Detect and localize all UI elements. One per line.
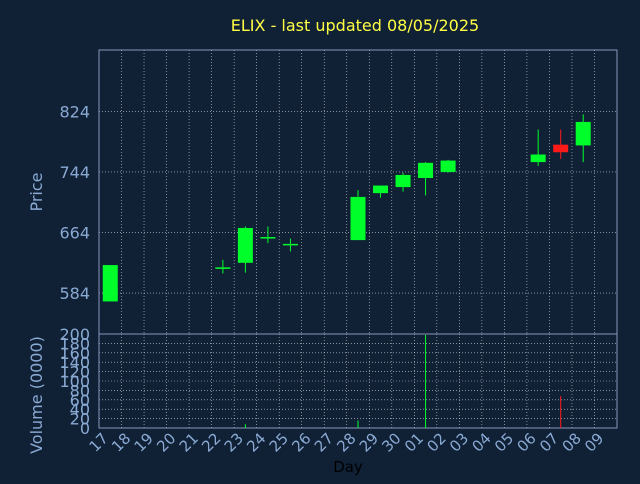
candle-body <box>260 237 276 239</box>
candle-body <box>237 227 253 263</box>
candle-body <box>282 243 298 246</box>
volume-tick-label: 120 <box>59 363 90 382</box>
candle-body <box>350 196 366 241</box>
volume-tick-label: 160 <box>59 344 90 363</box>
candle-body <box>395 174 411 188</box>
volume-tick-label: 200 <box>59 325 90 344</box>
volume-tick-label: 140 <box>59 353 90 372</box>
candle-body <box>102 265 118 302</box>
chart-title: ELIX - last updated 08/05/2025 <box>231 16 479 35</box>
candle-body <box>575 121 591 146</box>
price-tick-label: 664 <box>59 224 90 243</box>
candle-body <box>553 144 569 153</box>
volume-tick-label: 20 <box>70 410 90 429</box>
volume-tick-label: 0 <box>80 419 90 438</box>
price-tick-label: 824 <box>59 102 90 121</box>
candle-body <box>418 162 434 178</box>
candle-body <box>215 267 231 269</box>
volume-axis-label: Volume (0000) <box>27 336 46 454</box>
x-tick-label: 09 <box>581 429 607 455</box>
volume-tick-label: 40 <box>70 400 90 419</box>
candle-body <box>373 185 389 194</box>
x-axis-label: Day <box>333 458 363 476</box>
candle-body <box>440 160 456 172</box>
volume-tick-label: 100 <box>59 372 90 391</box>
price-tick-label: 744 <box>59 163 90 182</box>
volume-tick-label: 80 <box>70 381 90 400</box>
price-axis-label: Price <box>27 172 46 211</box>
volume-tick-label: 180 <box>59 334 90 353</box>
candle-body <box>530 154 546 163</box>
price-tick-label: 584 <box>59 284 90 303</box>
volume-tick-label: 60 <box>70 391 90 410</box>
